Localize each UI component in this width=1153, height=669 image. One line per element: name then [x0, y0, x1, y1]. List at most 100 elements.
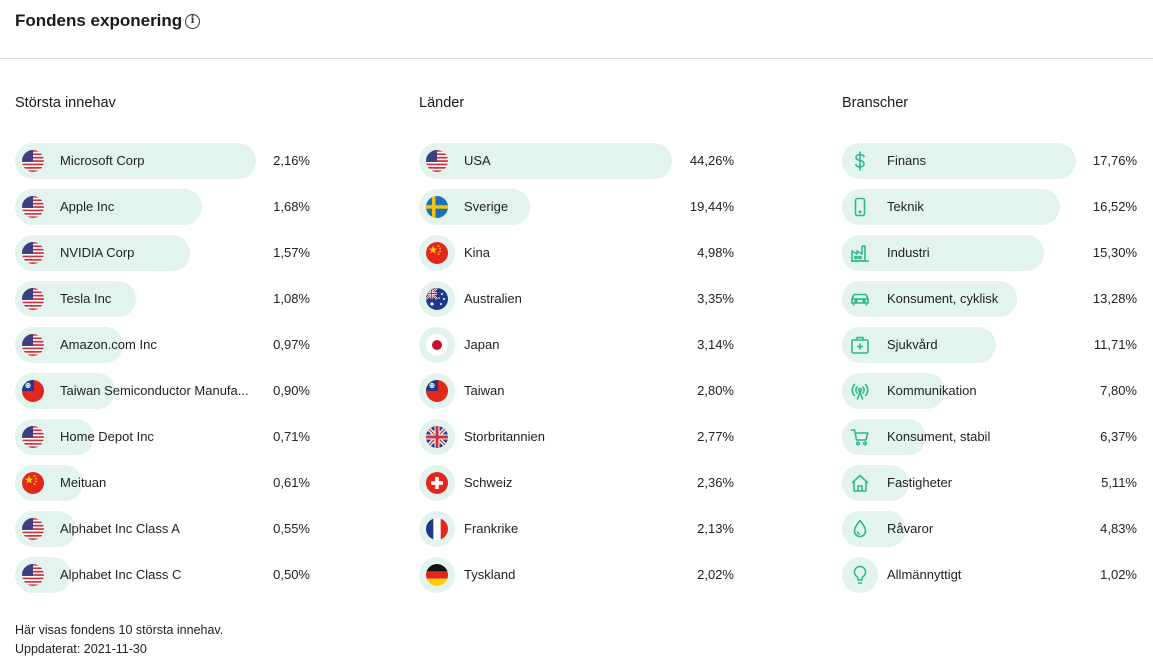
- holdings-column: Största innehav Microsoft Corp 2,16% Apple…: [15, 95, 315, 593]
- flag-us-icon: [22, 426, 44, 448]
- holding-value: 0,61%: [273, 475, 310, 490]
- holding-value: 0,90%: [273, 383, 310, 398]
- broadcast-icon: [849, 380, 871, 402]
- info-icon[interactable]: i: [185, 14, 200, 29]
- holding-label: Home Depot Inc: [60, 429, 154, 444]
- flag-ch-icon: [426, 472, 448, 494]
- sector-value: 1,02%: [1100, 567, 1137, 582]
- sector-row: Konsument, stabil 6,37%: [842, 419, 1142, 455]
- flag-fr-icon: [426, 518, 448, 540]
- factory-icon: [849, 242, 871, 264]
- flag-us-icon: [22, 288, 44, 310]
- countries-title: Länder: [419, 95, 465, 111]
- sector-value: 11,71%: [1093, 337, 1137, 352]
- bulb-icon: [849, 564, 871, 586]
- holding-value: 2,16%: [273, 153, 310, 168]
- holdings-title: Största innehav: [15, 95, 116, 111]
- flag-jp-icon: [426, 334, 448, 356]
- holding-row: Taiwan Semiconductor Manufa... 0,90%: [15, 373, 315, 409]
- sector-bar: [842, 189, 1060, 225]
- sector-label: Finans: [887, 153, 927, 168]
- holding-value: 0,71%: [273, 429, 310, 444]
- country-value: 4,98%: [697, 245, 734, 260]
- country-label: Schweiz: [464, 475, 513, 490]
- sector-row: Råvaror 4,83%: [842, 511, 1142, 547]
- country-row: Frankrike 2,13%: [419, 511, 739, 547]
- cart-icon: [849, 426, 871, 448]
- sector-value: 6,37%: [1100, 429, 1137, 444]
- holding-row: Tesla Inc 1,08%: [15, 281, 315, 317]
- sector-icon-badge: [842, 419, 878, 455]
- sector-label: Konsument, stabil: [887, 429, 991, 444]
- page-title: Fondens exponering: [15, 11, 183, 30]
- sector-row: Sjukvård 11,71%: [842, 327, 1142, 363]
- holding-row: Home Depot Inc 0,71%: [15, 419, 315, 455]
- holding-row: Alphabet Inc Class A 0,55%: [15, 511, 315, 547]
- phone-icon: [849, 196, 871, 218]
- holding-label: Alphabet Inc Class A: [60, 521, 180, 536]
- flag-au-icon: [426, 288, 448, 310]
- car-icon: [849, 288, 871, 310]
- holding-label: Apple Inc: [60, 199, 115, 214]
- country-label: Kina: [464, 245, 491, 260]
- dollar-icon: [849, 150, 871, 172]
- flag-cn-icon: [22, 472, 44, 494]
- sector-row: Industri 15,30%: [842, 235, 1142, 271]
- holding-label: Taiwan Semiconductor Manufa...: [60, 383, 249, 398]
- country-label: USA: [464, 153, 491, 168]
- country-value: 44,26%: [689, 153, 734, 168]
- sectors-title: Branscher: [842, 95, 909, 111]
- sector-value: 17,76%: [1092, 153, 1137, 168]
- flag-us-icon: [22, 518, 44, 540]
- countries-column: Länder USA 44,26% Sverige 19,44% Kina 4,98% Au…: [419, 95, 739, 593]
- holding-row: NVIDIA Corp 1,57%: [15, 235, 315, 271]
- sector-label: Industri: [887, 245, 930, 260]
- country-row: Schweiz 2,36%: [419, 465, 739, 501]
- country-value: 2,77%: [697, 429, 734, 444]
- sectors-column: Branscher Finans 17,76% Teknik 16,52% Indust…: [842, 95, 1142, 593]
- holding-value: 0,97%: [273, 337, 310, 352]
- flag-de-icon: [426, 564, 448, 586]
- holding-row: Alphabet Inc Class C 0,50%: [15, 557, 315, 593]
- flag-gb-icon: [426, 426, 448, 448]
- sector-value: 4,83%: [1100, 521, 1137, 536]
- sector-value: 7,80%: [1100, 383, 1137, 398]
- medkit-icon: [849, 334, 871, 356]
- holding-label: Microsoft Corp: [60, 153, 145, 168]
- holding-label: NVIDIA Corp: [60, 245, 135, 260]
- holding-row: Microsoft Corp 2,16%: [15, 143, 315, 179]
- sector-label: Allmännyttigt: [887, 567, 962, 582]
- sector-row: Fastigheter 5,11%: [842, 465, 1142, 501]
- holding-label: Amazon.com Inc: [60, 337, 157, 352]
- country-value: 2,13%: [697, 521, 734, 536]
- country-label: Storbritannien: [464, 429, 545, 444]
- sector-label: Konsument, cyklisk: [887, 291, 999, 306]
- country-label: Sverige: [464, 199, 509, 214]
- sector-icon-badge: [842, 189, 878, 225]
- country-label: Australien: [464, 291, 522, 306]
- country-row: Australien 3,35%: [419, 281, 739, 317]
- sector-row: Allmännyttigt 1,02%: [842, 557, 1142, 593]
- sector-label: Teknik: [887, 199, 924, 214]
- footer: Här visas fondens 10 största innehav. Up…: [15, 621, 223, 659]
- sector-icon-badge: [842, 557, 878, 593]
- holding-row: Apple Inc 1,68%: [15, 189, 315, 225]
- holding-row: Amazon.com Inc 0,97%: [15, 327, 315, 363]
- holding-label: Alphabet Inc Class C: [60, 567, 182, 582]
- flag-us-icon: [22, 564, 44, 586]
- section-header: Fondens exponering i: [0, 0, 1153, 59]
- flag-se-icon: [426, 196, 448, 218]
- country-value: 3,35%: [697, 291, 734, 306]
- sector-value: 5,11%: [1101, 475, 1137, 490]
- flag-tw-icon: [426, 380, 448, 402]
- country-row: Sverige 19,44%: [419, 189, 739, 225]
- country-value: 19,44%: [689, 199, 734, 214]
- sector-label: Sjukvård: [887, 337, 938, 352]
- holding-value: 1,08%: [273, 291, 310, 306]
- house-icon: [849, 472, 871, 494]
- country-row: USA 44,26%: [419, 143, 739, 179]
- country-value: 2,02%: [697, 567, 734, 582]
- flag-us-icon: [22, 242, 44, 264]
- flag-us-icon: [22, 196, 44, 218]
- sector-value: 16,52%: [1092, 199, 1137, 214]
